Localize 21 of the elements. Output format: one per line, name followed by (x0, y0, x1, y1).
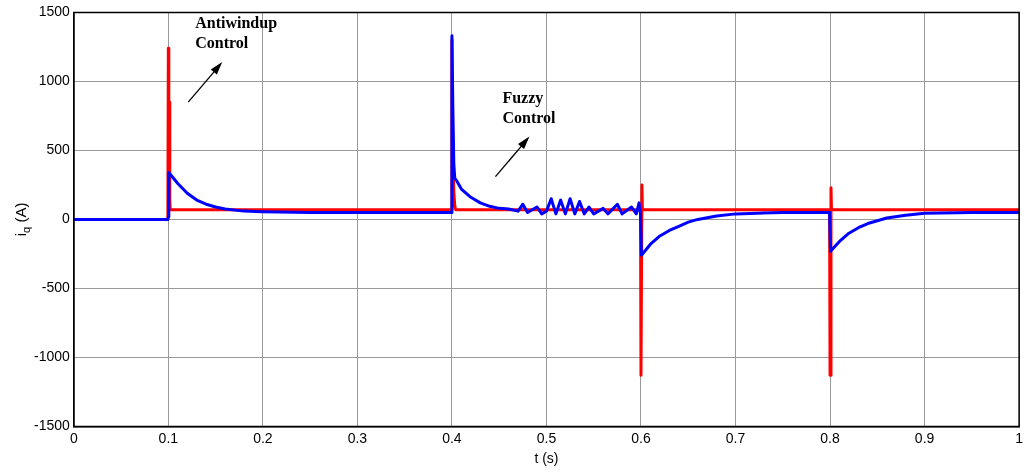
x-tick-label: 0.3 (347, 429, 368, 446)
y-tick-label: -1000 (33, 348, 71, 365)
x-tick-label: 0.7 (725, 429, 746, 446)
annotation: Antiwindup Control (195, 14, 278, 52)
y-tick-label: 0 (62, 210, 71, 227)
x-tick-label: 0.8 (820, 429, 840, 446)
x-tick-label: 0.5 (536, 429, 557, 446)
y-tick-label: -1500 (33, 417, 71, 434)
x-tick-label: 0.2 (253, 429, 273, 446)
y-tick-label: 500 (46, 141, 71, 158)
x-tick-label: 0.9 (914, 429, 935, 446)
x-axis-title: t (s) (534, 450, 559, 467)
y-tick-label: -500 (41, 279, 71, 296)
annotation: Fuzzy Control (502, 88, 557, 126)
x-tick-label: 0.6 (631, 429, 651, 446)
x-tick-label: 0.1 (158, 429, 179, 446)
x-tick-label: 0.4 (442, 429, 462, 446)
y-axis-title: iq (A) (12, 202, 33, 237)
x-tick-label: 1 (1015, 429, 1024, 446)
y-tick-label: 1000 (38, 72, 71, 89)
y-tick-label: 1500 (38, 3, 71, 20)
